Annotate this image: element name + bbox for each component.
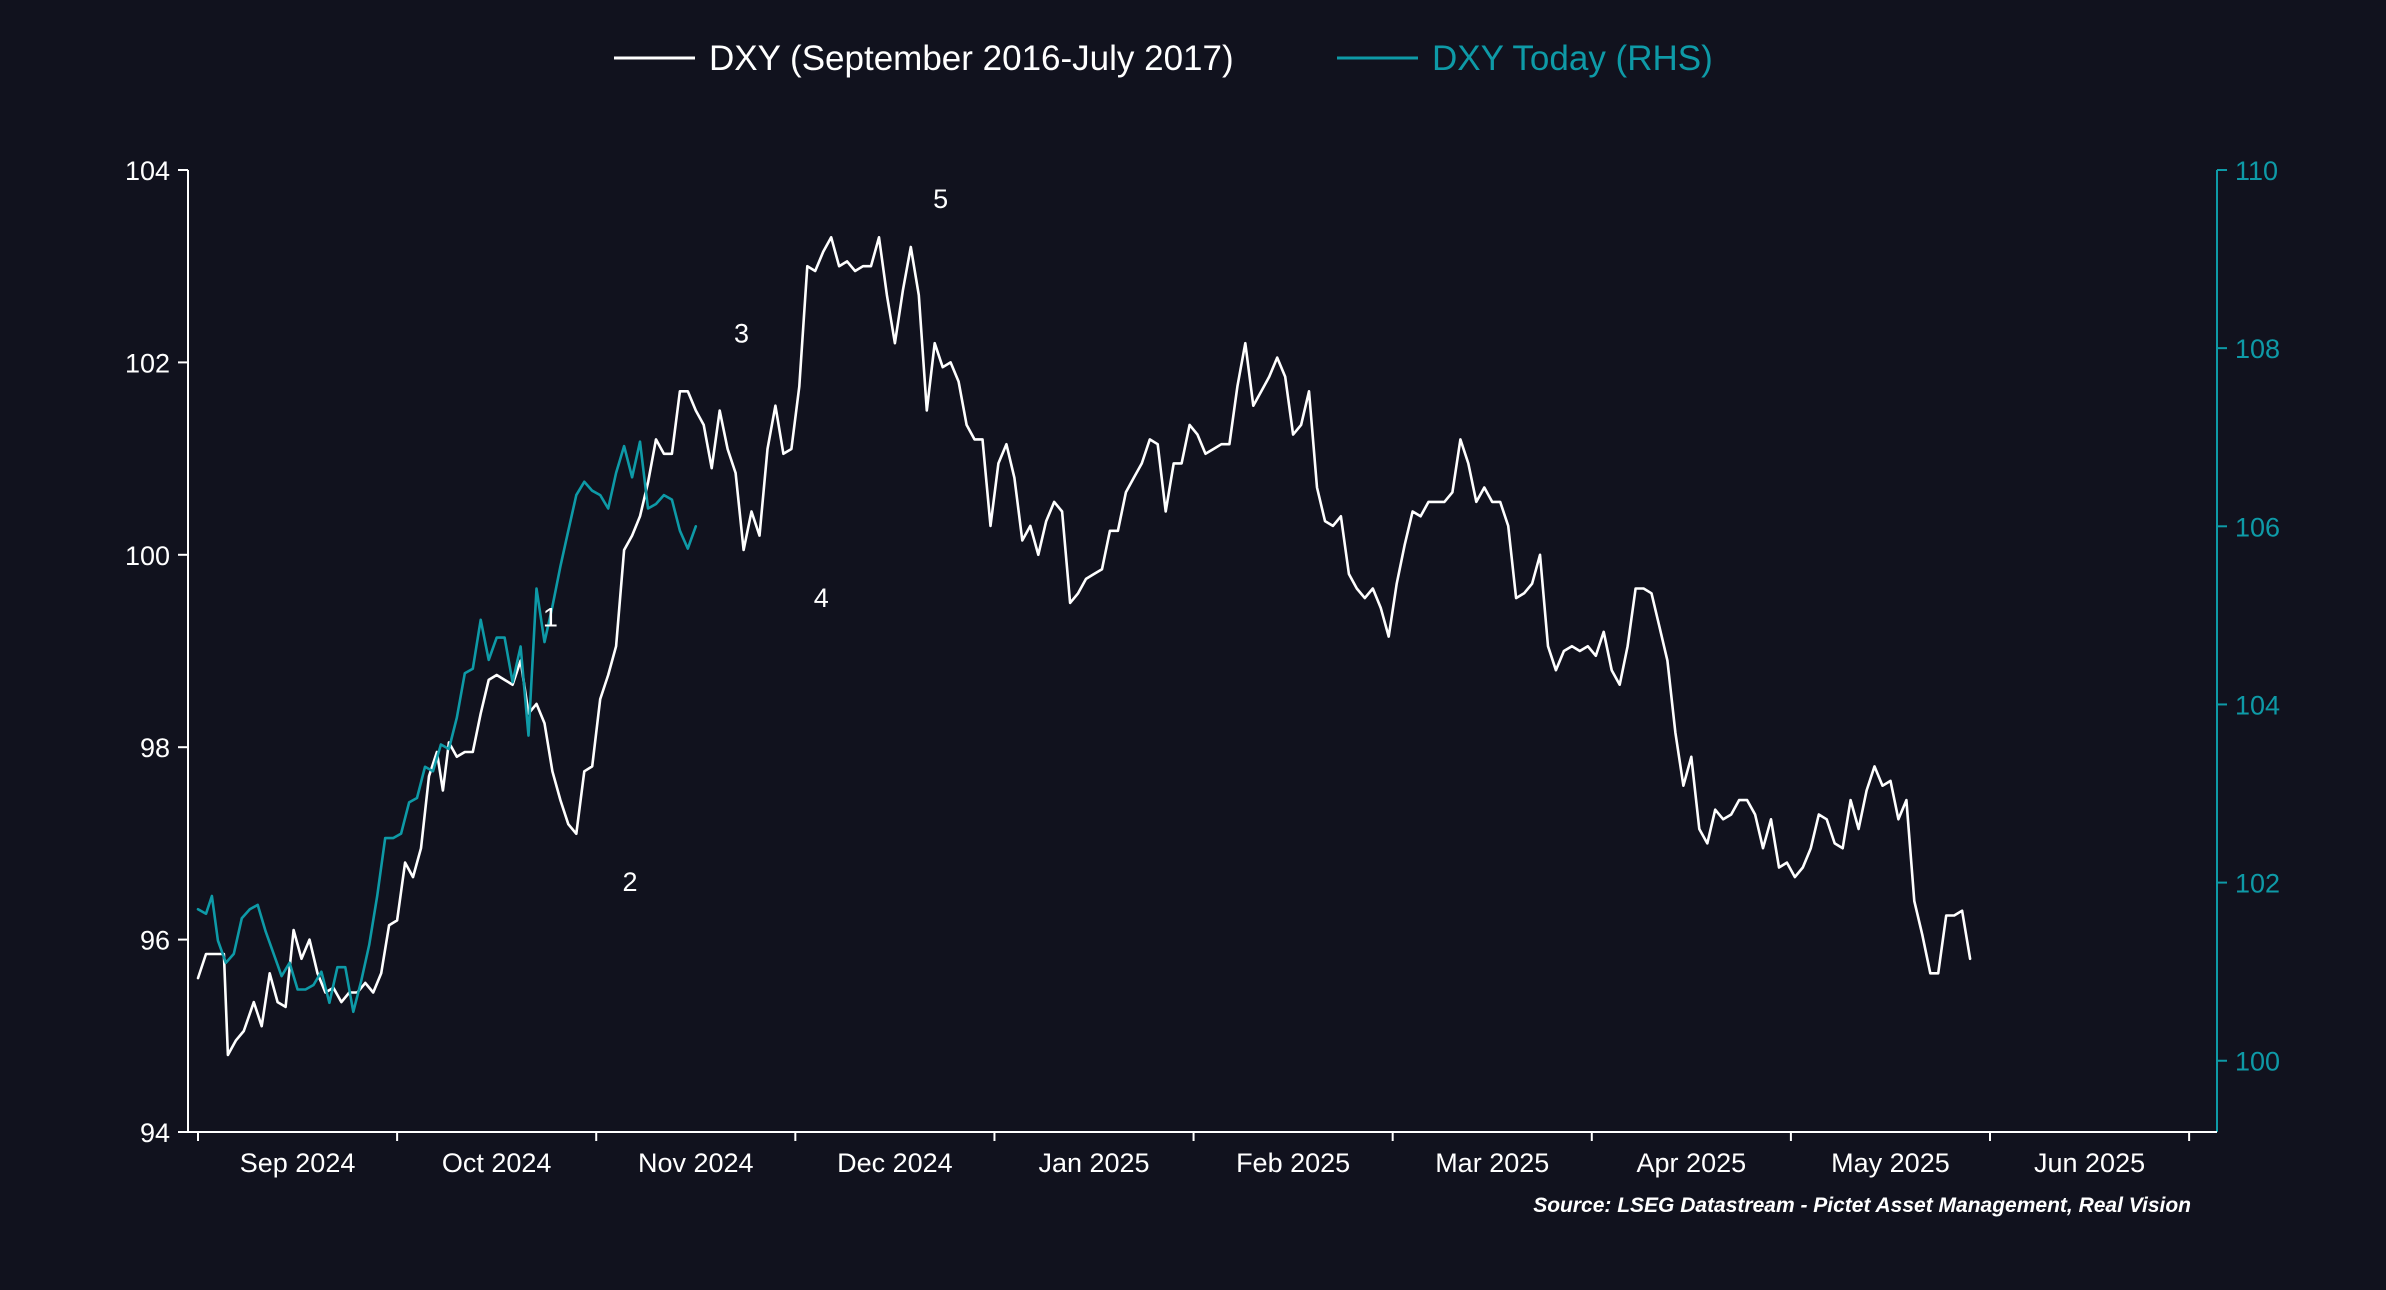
x-ticks: Sep 2024 Oct 2024 Nov 2024 Dec 2024 Jan 2025… (197, 1132, 2191, 1178)
x-tick-label: Feb 2025 (1236, 1148, 1350, 1178)
left-y-tick-label: 104 (125, 156, 170, 186)
source-note: Source: LSEG Datastream - Pictet Asset M… (1533, 1194, 2191, 1217)
series-line-dxy-2016 (196, 236, 1972, 1057)
x-tick-label: Jun 2025 (2034, 1148, 2145, 1178)
legend-label-dxy-today: DXY Today (RHS) (1432, 39, 1713, 78)
wave-annotation-3: 3 (734, 319, 749, 349)
legend: DXY (September 2016-July 2017) DXY Today… (614, 39, 1713, 78)
left-y-tick-label: 96 (140, 926, 170, 956)
x-tick-label: Apr 2025 (1637, 1148, 1747, 1178)
series-layer (196, 236, 1972, 1057)
annotation-layer: 1 2 3 4 5 (543, 184, 948, 897)
x-tick-label: Dec 2024 (837, 1148, 953, 1178)
right-y-tick-label: 108 (2235, 334, 2280, 364)
right-y-ticks: 100 102 104 106 108 110 (2217, 156, 2280, 1077)
x-tick-label: Nov 2024 (638, 1148, 754, 1178)
left-y-tick-label: 100 (125, 541, 170, 571)
x-tick-label: Jan 2025 (1038, 1148, 1149, 1178)
left-y-tick-label: 102 (125, 348, 170, 378)
right-y-tick-label: 104 (2235, 690, 2280, 720)
left-y-tick-label: 98 (140, 733, 170, 763)
x-tick-label: Mar 2025 (1435, 1148, 1549, 1178)
left-y-ticks: 94 96 98 100 102 104 (125, 156, 188, 1148)
series-line-dxy-today (196, 440, 698, 1014)
right-y-tick-label: 102 (2235, 869, 2280, 899)
wave-annotation-1: 1 (543, 602, 558, 632)
x-tick-label: Oct 2024 (442, 1148, 552, 1178)
right-y-tick-label: 110 (2235, 156, 2278, 186)
wave-annotation-4: 4 (814, 583, 829, 613)
x-tick-label: May 2025 (1831, 1148, 1950, 1178)
legend-label-dxy-2016: DXY (September 2016-July 2017) (709, 39, 1234, 78)
axes (187, 170, 2218, 1133)
x-tick-label: Sep 2024 (240, 1148, 356, 1178)
left-y-tick-label: 94 (140, 1118, 170, 1148)
wave-annotation-2: 2 (623, 867, 638, 897)
wave-annotation-5: 5 (933, 184, 948, 214)
right-y-tick-label: 100 (2235, 1047, 2280, 1077)
right-y-tick-label: 106 (2235, 512, 2280, 542)
